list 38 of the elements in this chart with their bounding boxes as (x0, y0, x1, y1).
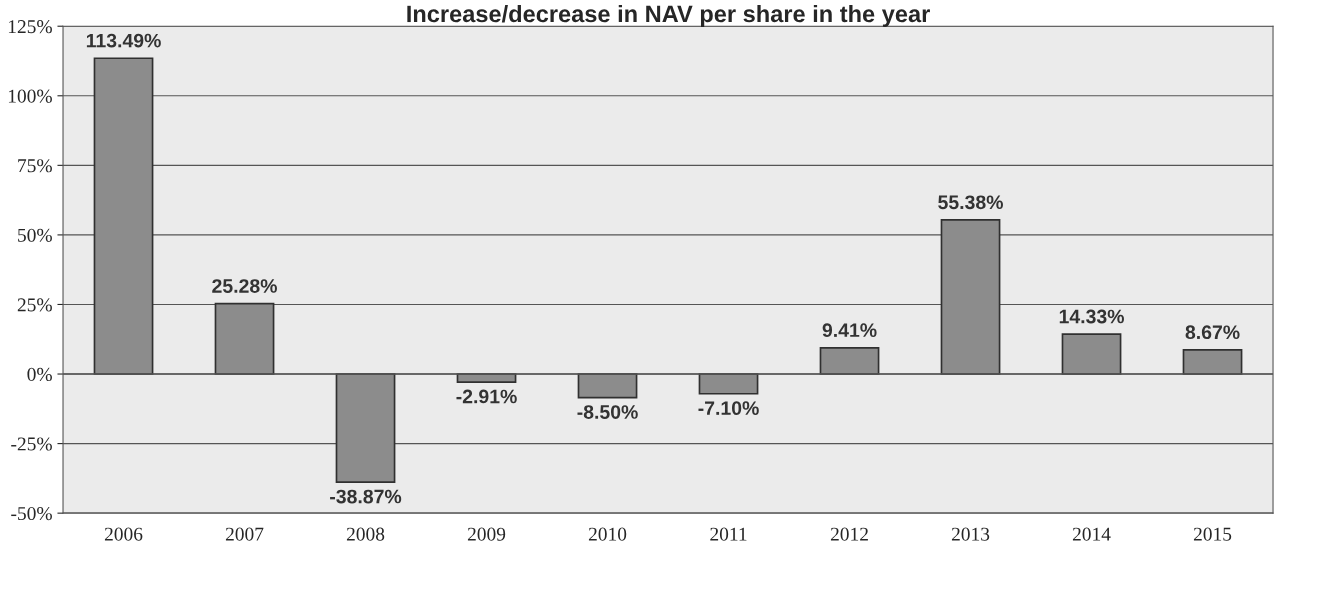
bar (940, 219, 1001, 375)
x-tick-label: 2011 (710, 527, 747, 541)
data-label: -38.87% (330, 489, 402, 504)
data-label: 55.38% (938, 195, 1003, 210)
data-label: 14.33% (1059, 309, 1124, 324)
data-label: -8.50% (577, 405, 638, 419)
data-label: -2.91% (456, 389, 517, 404)
y-tick-label: -50% (11, 506, 52, 521)
data-label: 9.41% (822, 323, 877, 338)
x-tick-label: 2015 (1193, 527, 1232, 541)
y-tick-label: -25% (11, 437, 52, 451)
data-label: 25.28% (212, 279, 277, 293)
bar (819, 347, 880, 375)
x-tick-label: 2012 (830, 527, 868, 541)
y-tick-label: 75% (18, 159, 52, 173)
bar (214, 302, 275, 375)
bar (698, 373, 759, 395)
data-label: 113.49% (86, 33, 161, 48)
bar (1061, 333, 1122, 375)
y-tick-label: 125% (8, 20, 52, 34)
bar (577, 373, 638, 399)
x-tick-label: 2010 (588, 527, 627, 541)
bar (93, 57, 154, 375)
x-tick-label: 2006 (104, 527, 143, 541)
y-tick-label: 100% (8, 89, 52, 103)
data-label: 8.67% (1185, 325, 1240, 340)
x-tick-label: 2008 (346, 527, 385, 541)
x-tick-label: 2013 (951, 527, 990, 541)
chart-title: Increase/decrease in NAV per share in the year (407, 4, 930, 27)
x-tick-label: 2014 (1072, 527, 1111, 541)
y-tick-label: 50% (18, 228, 52, 242)
y-tick-label: 25% (17, 298, 52, 312)
bar (335, 373, 396, 484)
x-tick-label: 2009 (467, 527, 506, 541)
y-tick-label: 0% (27, 367, 52, 382)
data-label: -7.10% (698, 401, 759, 416)
x-tick-label: 2007 (225, 527, 264, 541)
bar (1182, 349, 1243, 375)
